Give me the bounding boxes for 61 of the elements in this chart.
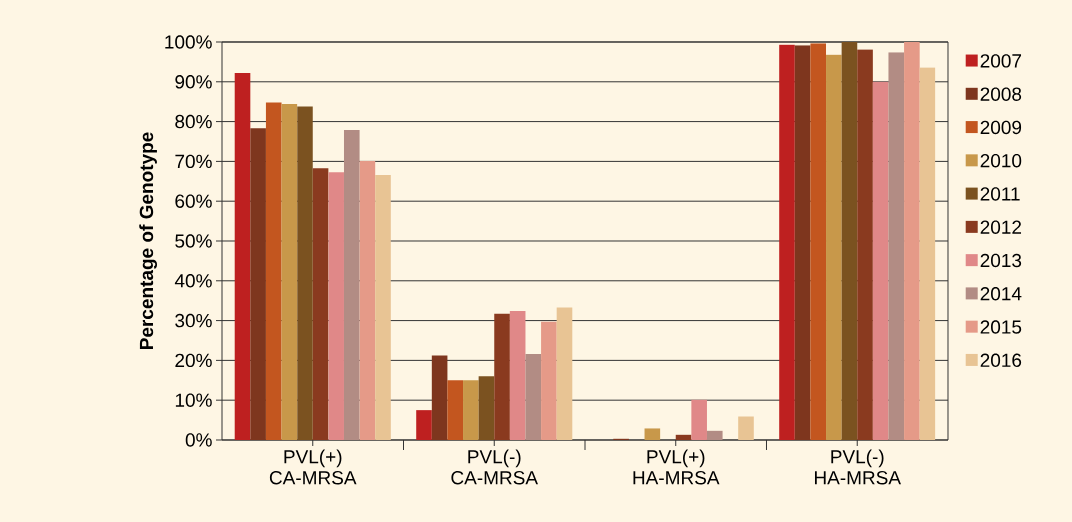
bar [297,106,313,440]
bar [810,43,827,440]
legend-label: 2014 [980,287,1022,301]
bar [888,52,905,440]
bar [281,104,298,440]
legend-label: 2015 [980,320,1022,334]
y-axis-title: Percentage of Genotype [139,132,158,349]
bar [826,54,842,440]
bar [328,172,344,440]
bar [494,313,510,440]
bar [447,380,464,440]
bar [919,67,936,440]
y-tick-label: 90% [175,75,212,89]
bar [265,102,282,440]
y-tick-label: 10% [175,393,212,407]
legend-label: 2008 [980,87,1022,101]
legend-label: 2011 [980,187,1020,201]
bar [675,434,692,440]
y-tick-label: 50% [175,234,212,248]
bar [556,307,573,440]
legend-label: 2010 [980,153,1022,168]
legend-label: 2012 [980,220,1022,234]
bar [343,129,360,440]
bar [525,354,542,440]
y-tick-label: 100% [165,35,212,49]
bar [463,380,479,440]
y-tick-label: 60% [175,194,212,208]
x-tick-label: PVL(+) HA-MRSA [633,449,720,485]
bar [250,128,266,440]
bar [416,410,432,440]
bar [541,321,557,440]
x-tick-label: PVL(+) CA-MRSA [269,449,357,485]
bar [478,376,495,440]
legend-label: 2013 [980,253,1022,268]
bar [234,73,251,440]
bar [841,42,858,440]
y-tick-label: 0% [185,433,212,447]
bar [794,45,811,440]
legend-label: 2009 [980,120,1022,135]
y-tick-label: 40% [174,274,212,288]
bar [431,355,448,440]
bar [779,44,795,440]
bar [738,416,754,440]
x-tick-label: PVL(-) HA-MRSA [814,449,901,485]
legend-label: 2007 [980,54,1022,68]
legend-label: 2016 [980,353,1022,367]
y-tick-label: 80% [175,114,212,129]
bar [312,168,329,440]
bar [857,49,873,440]
y-tick-label: 70% [175,154,212,169]
bar [509,311,526,440]
bar [644,428,661,440]
y-tick-label: 20% [175,353,212,368]
bar [872,81,889,440]
y-tick-label: 30% [175,313,212,328]
bar [375,174,391,440]
bar [691,399,707,440]
bar [359,161,376,440]
bar [706,430,723,440]
bar [904,42,920,440]
x-tick-label: PVL(-) CA-MRSA [451,449,538,485]
